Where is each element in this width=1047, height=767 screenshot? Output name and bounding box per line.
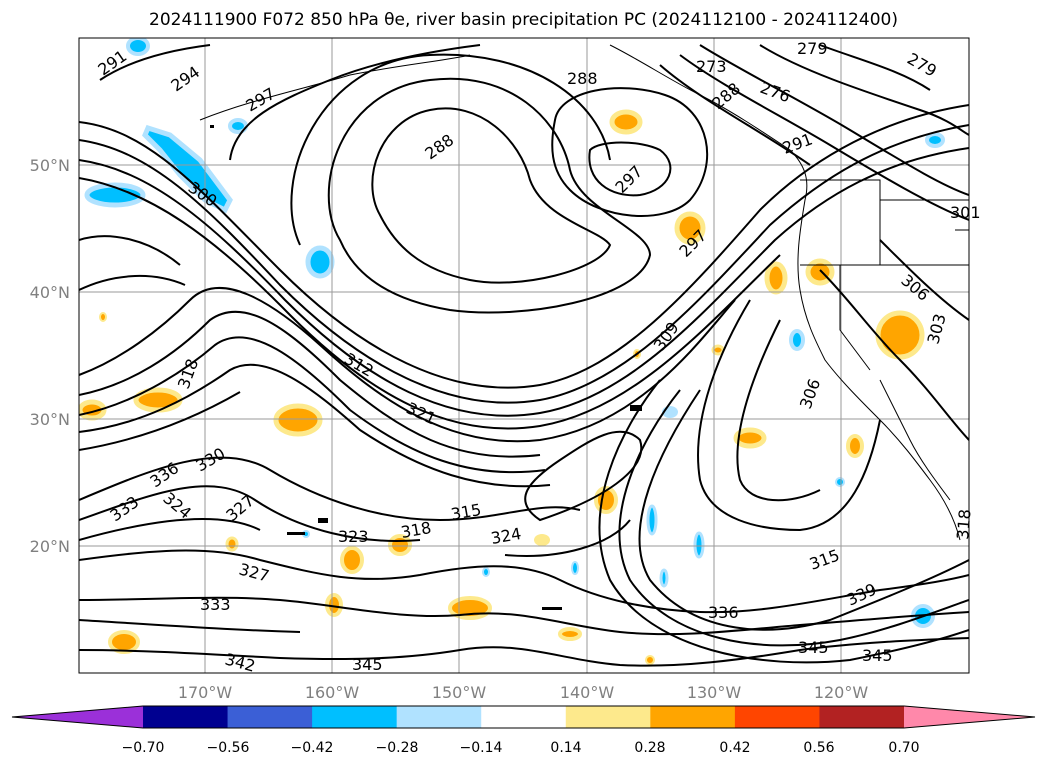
colorbar-tick-label: −0.70	[122, 740, 165, 756]
contour-label: 288	[567, 69, 598, 88]
colorbar-tick-label: −0.14	[460, 740, 503, 756]
contour-label: 333	[200, 595, 231, 614]
lon-label: 120°W	[814, 683, 869, 702]
colorbar-segment	[734, 706, 820, 728]
colorbar-segment	[227, 706, 313, 728]
lat-label: 50°N	[30, 156, 70, 175]
figure-title: 2024111900 F072 850 hPa θe, river basin …	[149, 10, 898, 30]
colorbar-segment	[143, 706, 229, 728]
lon-label: 170°W	[178, 683, 233, 702]
precip-negative-patches	[84, 38, 945, 628]
colorbar-tick-label: −0.42	[291, 740, 334, 756]
colorbar-tick-label: −0.56	[207, 740, 250, 756]
colorbar-segment	[396, 706, 482, 728]
contour-label: 345	[862, 646, 893, 665]
colorbar-outline	[11, 705, 1036, 729]
lat-label: 40°N	[30, 283, 70, 302]
colorbar-extend-max	[904, 706, 1035, 728]
lon-label: 150°W	[432, 683, 487, 702]
contour-label: 323	[338, 527, 369, 546]
contour-label: 301	[950, 203, 981, 222]
colorbar	[11, 705, 1036, 729]
latitude-labels: 50°N 40°N 30°N 20°N	[30, 156, 70, 556]
contour-label: 345	[352, 655, 383, 674]
contour-label: 345	[798, 638, 829, 657]
colorbar-tick-label: 0.42	[719, 740, 750, 756]
colorbar-tick-label: 0.56	[803, 740, 834, 756]
contour-label: 279	[797, 39, 828, 58]
colorbar-extend-min	[12, 706, 143, 728]
colorbar-segment	[819, 706, 905, 728]
colorbar-tick-labels: −0.70 −0.56 −0.42 −0.28 −0.14 0.14 0.28 …	[122, 740, 920, 756]
lon-label: 160°W	[305, 683, 360, 702]
theta-e-contours	[79, 44, 969, 667]
lon-label: 140°W	[560, 683, 615, 702]
lat-label: 20°N	[30, 537, 70, 556]
colorbar-segment	[312, 706, 398, 728]
colorbar-segment	[481, 706, 567, 728]
colorbar-tick-label: 0.14	[550, 740, 581, 756]
colorbar-tick-label: −0.28	[376, 740, 419, 756]
longitude-labels: 170°W 160°W 150°W 140°W 130°W 120°W	[178, 683, 869, 702]
lon-label: 130°W	[687, 683, 742, 702]
colorbar-segment	[650, 706, 736, 728]
coastlines	[199, 44, 969, 541]
contour-label: 273	[696, 57, 727, 76]
lat-label: 30°N	[30, 410, 70, 429]
contour-label: 336	[708, 603, 739, 622]
colorbar-tick-label: 0.28	[634, 740, 665, 756]
islands	[210, 125, 642, 610]
colorbar-segment	[565, 706, 651, 728]
contour-label: 318	[953, 508, 975, 540]
precip-positive-patches	[79, 109, 925, 665]
colorbar-tick-label: 0.70	[888, 740, 919, 756]
map-frame	[78, 37, 970, 674]
map-background	[79, 38, 969, 673]
